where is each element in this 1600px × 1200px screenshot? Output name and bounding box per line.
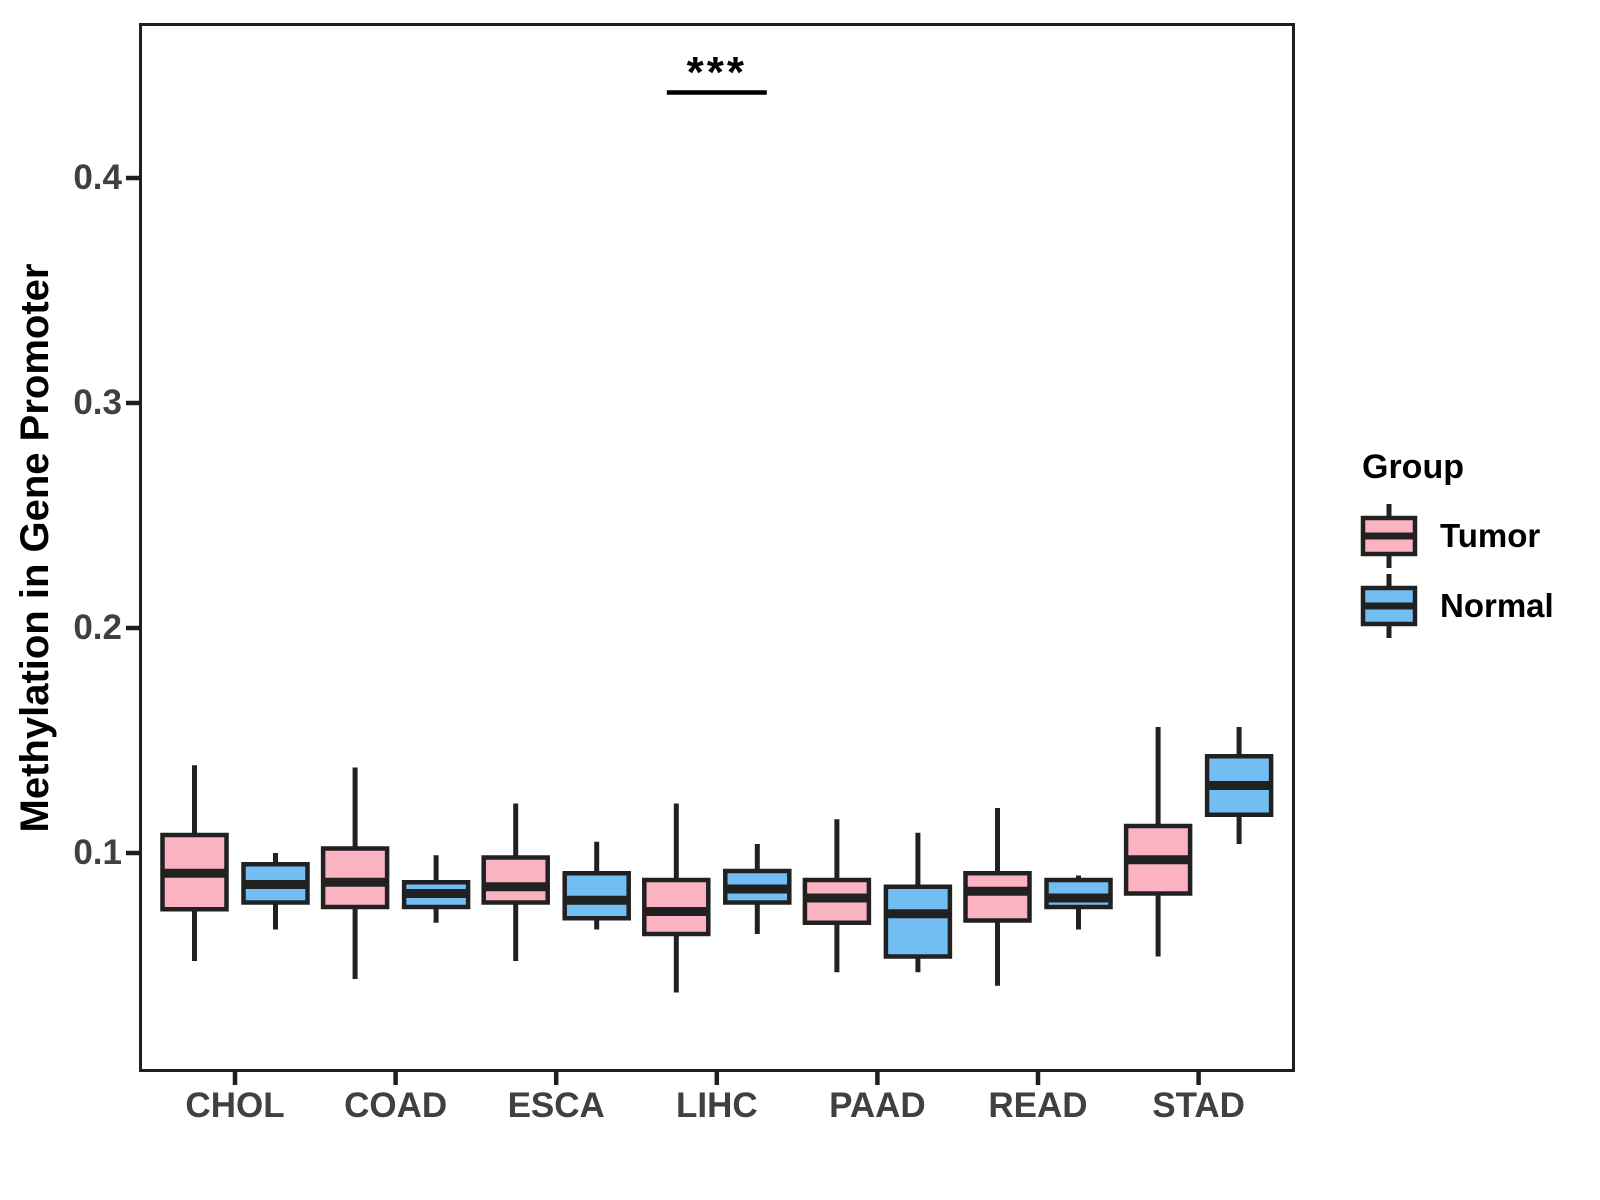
legend-label-tumor: Tumor bbox=[1440, 517, 1541, 554]
y-tick-label: 0.1 bbox=[73, 833, 122, 872]
legend-label-normal: Normal bbox=[1440, 587, 1554, 624]
legend-boxplot-glyph-tumor bbox=[1360, 504, 1418, 568]
legend-title: Group bbox=[1362, 448, 1464, 486]
y-tick-label: 0.2 bbox=[73, 608, 122, 647]
y-tick-label: 0.3 bbox=[73, 383, 122, 422]
legend-items: Tumor Normal bbox=[1360, 501, 1590, 641]
x-tick-label-COAD: COAD bbox=[344, 1086, 448, 1125]
x-tick-label-LIHC: LIHC bbox=[675, 1086, 758, 1125]
legend-item-tumor: Tumor bbox=[1360, 501, 1590, 571]
plot-panel bbox=[139, 23, 1295, 1072]
x-tick-label-READ: READ bbox=[988, 1086, 1088, 1125]
significance-stars: *** bbox=[686, 47, 747, 97]
legend-item-normal: Normal bbox=[1360, 571, 1590, 641]
x-tick-label-ESCA: ESCA bbox=[507, 1086, 605, 1125]
x-tick-label-PAAD: PAAD bbox=[829, 1086, 926, 1125]
legend: Group Tumor Normal bbox=[1360, 448, 1590, 641]
legend-boxplot-glyph-normal bbox=[1360, 574, 1418, 638]
x-tick-label-STAD: STAD bbox=[1152, 1086, 1245, 1125]
y-tick-label: 0.4 bbox=[73, 158, 122, 197]
x-tick-label-CHOL: CHOL bbox=[185, 1086, 285, 1125]
